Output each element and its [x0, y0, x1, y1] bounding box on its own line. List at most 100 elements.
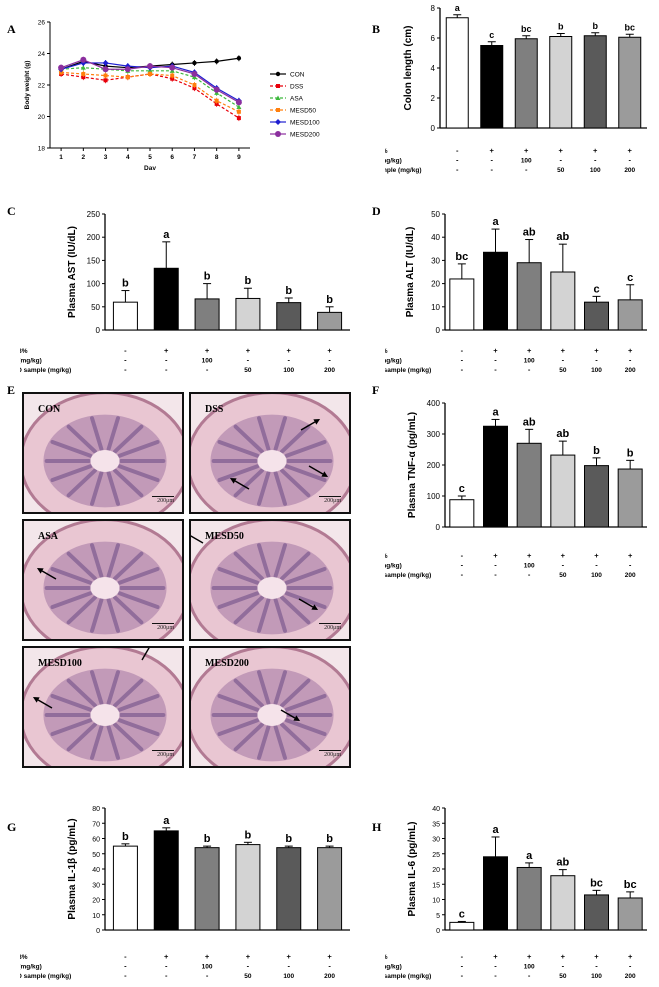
- y-tick-label: 40: [432, 806, 440, 813]
- y-tick-label: 2: [431, 94, 436, 103]
- significance-letter: b: [122, 831, 129, 843]
- data-point: [58, 64, 65, 71]
- treatment-row-label: ASA (mg/kg): [385, 964, 402, 971]
- significance-letter: c: [627, 272, 633, 284]
- treatment-row-label: DSS 3%: [385, 348, 388, 355]
- y-tick-label: 18: [38, 146, 46, 153]
- y-tick-label: 24: [38, 51, 46, 58]
- histology-label: MESD200: [205, 658, 249, 669]
- lumen: [90, 577, 120, 599]
- treatment-cell: -: [461, 962, 464, 971]
- crypt-fold: [117, 566, 160, 585]
- data-point: [124, 66, 131, 73]
- treatment-cell: 100: [524, 563, 535, 570]
- crypt-fold: [217, 566, 260, 585]
- plasma-ast-bar-chart: 0 50 100 150 200 250 Plasma AST (IU/dL) b a b b b b D…: [20, 210, 350, 374]
- treatment-row-label: MESD sample (mg/kg): [20, 367, 71, 374]
- treatment-cell: +: [559, 146, 564, 155]
- significance-letter: b: [593, 21, 599, 31]
- crypt-fold: [106, 670, 120, 706]
- treatment-cell: 100: [591, 973, 602, 980]
- crypt-fold: [257, 470, 271, 506]
- y-tick-label: 400: [427, 399, 441, 408]
- treatment-cell: -: [124, 365, 127, 374]
- crypt-fold: [90, 416, 104, 452]
- arrow-icon: [308, 465, 329, 477]
- treatment-cell: +: [593, 146, 598, 155]
- crypt-fold: [113, 424, 144, 454]
- treatment-cell: -: [461, 365, 464, 374]
- significance-letter: b: [122, 278, 129, 290]
- treatment-cell: -: [494, 962, 497, 971]
- bar-asa: [514, 38, 538, 129]
- treatment-cell: +: [493, 551, 498, 560]
- arrow-shaft: [234, 480, 250, 490]
- x-tick-label: 4: [126, 154, 130, 161]
- treatment-cell: 50: [559, 367, 567, 374]
- lumen: [257, 450, 287, 472]
- significance-letter: ab: [523, 416, 536, 428]
- x-tick-label: 5: [148, 154, 152, 161]
- lumen: [257, 704, 287, 726]
- y-tick-label: 30: [431, 256, 440, 265]
- treatment-cell: 100: [202, 964, 213, 971]
- x-tick-label: 9: [237, 154, 241, 161]
- bar-mesd50: [549, 36, 573, 129]
- treatment-cell: -: [456, 146, 459, 155]
- treatment-cell: 50: [559, 572, 567, 579]
- y-tick-label: 50: [92, 852, 100, 859]
- histology-panel-mesd50: MESD50 200μm: [189, 519, 351, 641]
- plasma-tnf-bar-chart: 0 100 200 300 400 Plasma TNF-α (pg/mL) c a ab ab b…: [385, 399, 647, 579]
- treatment-cell: +: [527, 551, 532, 560]
- treatment-row-label: ASA (mg/kg): [20, 358, 42, 365]
- treatment-cell: +: [327, 346, 332, 355]
- y-tick-label: 20: [431, 280, 440, 289]
- significance-letter: c: [489, 30, 494, 40]
- treatment-row-label: ASA (mg/kg): [20, 964, 42, 971]
- data-point: [236, 104, 242, 110]
- arrow-icon: [141, 648, 151, 661]
- y-tick-label: 0: [431, 124, 436, 133]
- crypt-fold: [50, 464, 93, 483]
- treatment-cell: 200: [624, 167, 635, 174]
- significance-letter: a: [526, 850, 533, 862]
- crypt-fold: [113, 678, 144, 708]
- bar-dss: [153, 267, 179, 331]
- treatment-cell: -: [328, 356, 331, 365]
- treatment-cell: -: [491, 156, 494, 165]
- bar-con: [449, 278, 475, 331]
- y-tick-label: 10: [92, 913, 100, 920]
- y-tick-label: 26: [38, 20, 46, 27]
- legend-label: CON: [290, 72, 305, 79]
- treatment-cell: -: [562, 356, 565, 365]
- treatment-cell: -: [494, 356, 497, 365]
- bar-asa: [194, 298, 220, 331]
- histology-label: MESD100: [38, 658, 82, 669]
- bar-mesd50: [235, 297, 261, 331]
- significance-letter: ab: [556, 428, 569, 440]
- legend-marker: [275, 95, 281, 100]
- treatment-cell: +: [246, 952, 251, 961]
- y-tick-label: 0: [96, 928, 100, 935]
- crypt-fold: [106, 543, 120, 579]
- treatment-cell: 50: [244, 367, 252, 374]
- crypt-fold: [217, 464, 260, 483]
- y-axis-label: Plasma ALT (IU/dL): [405, 227, 416, 318]
- panel-letter-a: A: [7, 22, 16, 36]
- arrow-head: [293, 715, 301, 721]
- significance-letter: a: [163, 815, 170, 827]
- data-point: [235, 99, 242, 106]
- treatment-row-label: ASA (mg/kg): [385, 358, 402, 365]
- y-tick-label: 0: [436, 523, 441, 532]
- scale-label: 200μm: [324, 625, 341, 631]
- treatment-cell: +: [490, 146, 495, 155]
- y-tick-label: 40: [431, 233, 440, 242]
- bar-mesd200: [617, 468, 643, 528]
- treatment-cell: -: [494, 971, 497, 980]
- legend-label: MESD200: [290, 132, 320, 139]
- crypt-fold: [117, 464, 160, 483]
- crypt-fold: [50, 693, 93, 712]
- bar-mesd100: [276, 302, 302, 331]
- crypt-fold: [273, 543, 287, 579]
- data-point: [170, 76, 175, 81]
